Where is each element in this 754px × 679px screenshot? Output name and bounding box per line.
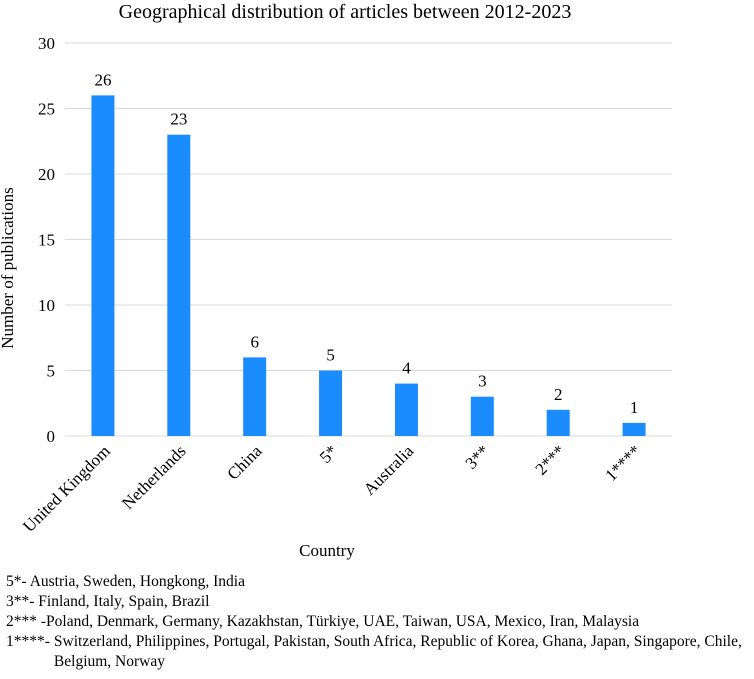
footnote-text: Finland, Italy, Spain, Brazil <box>38 593 210 610</box>
bar <box>91 95 115 437</box>
bar-chart: Geographical distribution of articles be… <box>0 1 672 560</box>
data-label: 23 <box>170 110 187 129</box>
footnote-text: -Poland, Denmark, Germany, Kazakhstan, T… <box>40 613 640 630</box>
data-label: 3 <box>478 372 487 391</box>
bar <box>470 396 494 436</box>
x-tick-label: 2*** <box>532 441 569 478</box>
footnote-text: Switzerland, Philippines, Portugal, Paki… <box>53 633 742 670</box>
footnote-key: 2*** <box>6 613 37 630</box>
gridlines <box>65 42 672 437</box>
footnote-key: 3**- <box>6 593 35 610</box>
data-label: 4 <box>402 359 411 378</box>
y-tick-label: 15 <box>38 231 55 250</box>
x-axis-label: Country <box>299 541 355 560</box>
y-tick-labels: 0 5 10 15 20 25 30 <box>38 34 55 446</box>
y-axis-label: Number of publications <box>0 187 17 348</box>
x-tick-label: Netherlands <box>118 441 190 513</box>
chart-title: Geographical distribution of articles be… <box>119 1 572 23</box>
data-label: 6 <box>250 332 259 351</box>
bar <box>394 383 418 436</box>
footnote-3: 3**- Finland, Italy, Spain, Brazil <box>6 592 754 612</box>
bar <box>167 134 191 436</box>
y-tick-label: 20 <box>38 165 55 184</box>
bar <box>243 357 267 436</box>
data-label: 5 <box>326 346 335 365</box>
footnote-key: 5*- <box>6 573 27 590</box>
y-tick-label: 10 <box>38 296 55 315</box>
y-tick-label: 0 <box>47 427 56 446</box>
y-tick-label: 25 <box>38 100 55 119</box>
bar <box>319 370 343 436</box>
footnotes: 5*- Austria, Sweden, Hongkong, India 3**… <box>6 572 754 672</box>
x-tick-labels: United Kingdom Netherlands China 5* Australi… <box>19 441 645 536</box>
data-label: 1 <box>630 398 639 417</box>
y-tick-label: 5 <box>47 362 56 381</box>
footnote-1: 1****- Switzerland, Philippines, Portuga… <box>6 632 754 672</box>
footnote-key: 1****- <box>6 633 50 650</box>
bar <box>546 409 570 436</box>
bar <box>622 422 646 436</box>
x-tick-label: 1**** <box>601 441 644 484</box>
x-tick-label: China <box>223 441 265 483</box>
x-tick-label: United Kingdom <box>19 441 114 536</box>
footnote-5: 5*- Austria, Sweden, Hongkong, India <box>6 572 754 592</box>
y-tick-label: 30 <box>38 34 55 53</box>
footnote-2: 2*** -Poland, Denmark, Germany, Kazakhst… <box>6 612 754 632</box>
x-tick-label: Australia <box>360 441 418 499</box>
data-label: 26 <box>94 70 111 89</box>
data-label: 2 <box>554 385 563 404</box>
bars: 26 23 6 5 4 3 2 1 <box>91 70 646 437</box>
footnote-text: Austria, Sweden, Hongkong, India <box>29 573 245 590</box>
x-tick-label: 5* <box>316 441 341 466</box>
x-tick-label: 3** <box>462 441 493 472</box>
